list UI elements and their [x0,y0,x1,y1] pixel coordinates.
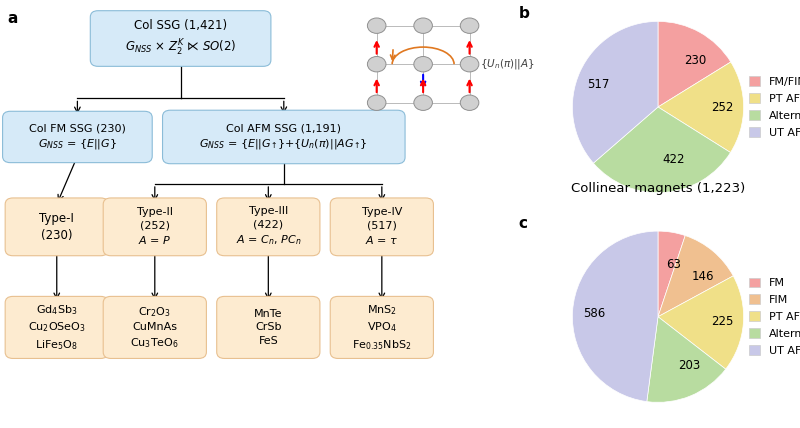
Circle shape [460,56,479,72]
Text: 517: 517 [587,78,610,92]
Text: Type-IV
(517)
$A$ = $τ$: Type-IV (517) $A$ = $τ$ [362,207,402,247]
FancyBboxPatch shape [217,198,320,256]
Legend: FM, FIM, PT AFM, Altermagnet, UT AFM: FM, FIM, PT AFM, Altermagnet, UT AFM [745,273,800,360]
Circle shape [367,56,386,72]
Wedge shape [573,231,658,401]
Wedge shape [658,276,743,369]
Text: Col AFM SSG (1,191)
$G_{NSS}$ = {$E||G_↑$}+{$U_n(π)||AG_↑$}: Col AFM SSG (1,191) $G_{NSS}$ = {$E||G_↑… [199,123,368,151]
Circle shape [414,95,433,110]
Wedge shape [658,62,744,152]
Text: a: a [8,11,18,26]
Circle shape [367,95,386,110]
Text: MnS$_2$
VPO$_4$
Fe$_{0.35}$NbS$_2$: MnS$_2$ VPO$_4$ Fe$_{0.35}$NbS$_2$ [352,303,412,352]
Wedge shape [573,21,658,163]
Text: Cr$_2$O$_3$
CuMnAs
Cu$_3$TeO$_6$: Cr$_2$O$_3$ CuMnAs Cu$_3$TeO$_6$ [130,305,179,350]
FancyBboxPatch shape [162,110,405,163]
Text: 252: 252 [711,101,734,114]
Text: 230: 230 [684,54,706,67]
Wedge shape [658,21,731,107]
Wedge shape [658,235,734,317]
Text: Type-III
(422)
$A$ = $C_n$, $PC_n$: Type-III (422) $A$ = $C_n$, $PC_n$ [235,206,301,247]
FancyBboxPatch shape [90,11,271,66]
Circle shape [460,95,479,110]
Wedge shape [647,317,726,402]
FancyBboxPatch shape [217,296,320,359]
FancyBboxPatch shape [330,296,434,359]
Text: 586: 586 [582,307,605,320]
Text: Type-II
(252)
$A$ = $P$: Type-II (252) $A$ = $P$ [137,207,173,247]
FancyBboxPatch shape [5,198,108,256]
Text: Type-I
(230): Type-I (230) [39,212,74,242]
Text: {$U_n(π)||A$}: {$U_n(π)||A$} [480,57,534,71]
Text: 422: 422 [662,153,685,166]
Text: Gd$_4$Sb$_3$
Cu$_2$OSeO$_3$
LiFe$_5$O$_8$: Gd$_4$Sb$_3$ Cu$_2$OSeO$_3$ LiFe$_5$O$_8… [28,303,86,352]
Text: MnTe
CrSb
FeS: MnTe CrSb FeS [254,309,282,346]
Text: Col SSG (1,421)
$G_{NSS}$ × $Z_2^K$ ⋉ $SO(2)$: Col SSG (1,421) $G_{NSS}$ × $Z_2^K$ ⋉ $S… [125,19,237,58]
Text: 203: 203 [678,359,701,372]
FancyBboxPatch shape [2,111,152,163]
Text: 146: 146 [692,270,714,282]
Circle shape [414,18,433,33]
Circle shape [414,56,433,72]
Text: 63: 63 [666,258,682,271]
Title: Collinear magnets (1,223): Collinear magnets (1,223) [571,182,745,195]
Text: c: c [518,216,527,231]
FancyBboxPatch shape [5,296,108,359]
Legend: FM/FIM, PT AFM, Altermagnet, UT AFM: FM/FIM, PT AFM, Altermagnet, UT AFM [745,72,800,142]
Text: Col FM SSG (230)
$G_{NSS}$ = {$E$$||$$G$}: Col FM SSG (230) $G_{NSS}$ = {$E$$||$$G$… [29,123,126,151]
FancyBboxPatch shape [103,198,206,256]
FancyBboxPatch shape [103,296,206,359]
Text: 225: 225 [711,315,734,327]
Wedge shape [594,107,730,193]
Wedge shape [658,231,686,317]
Text: b: b [518,6,530,21]
Circle shape [460,18,479,33]
Circle shape [367,18,386,33]
FancyBboxPatch shape [330,198,434,256]
